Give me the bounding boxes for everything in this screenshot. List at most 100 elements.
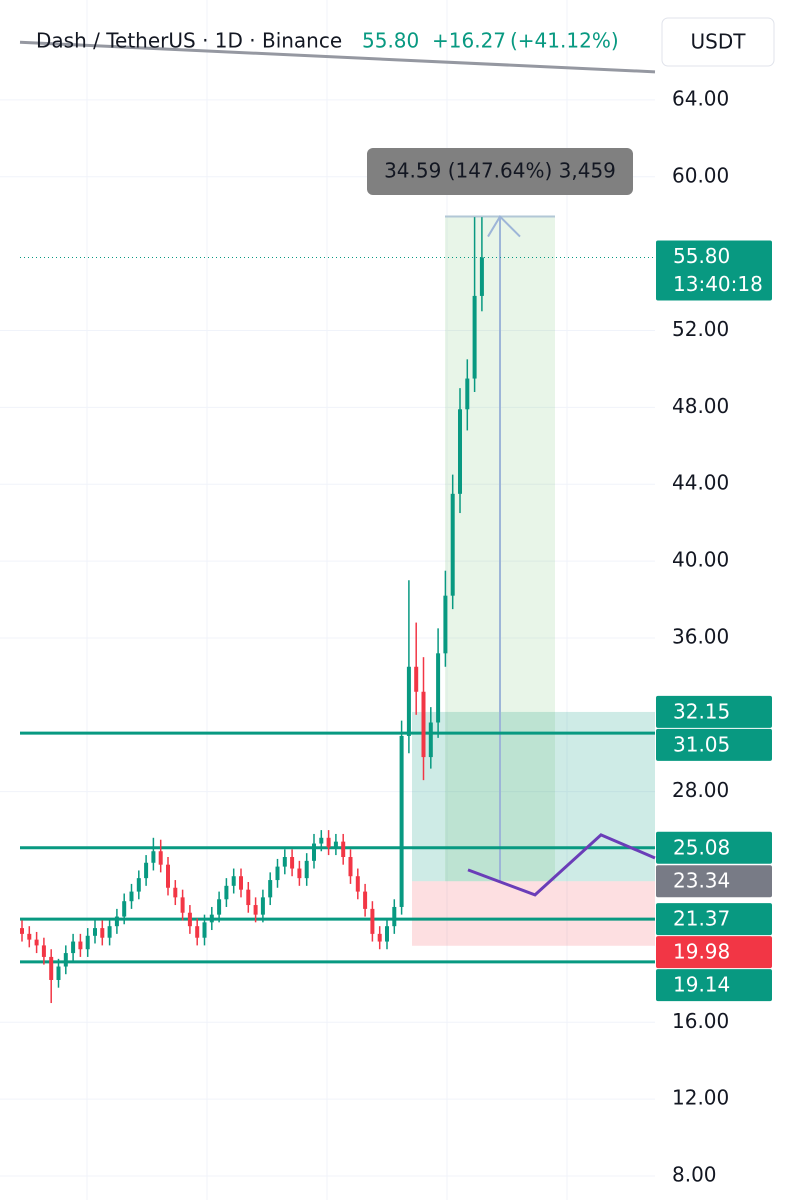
candle-body bbox=[450, 493, 455, 596]
candle-body bbox=[195, 926, 200, 938]
candle-body bbox=[93, 928, 97, 936]
candle-body bbox=[246, 889, 251, 906]
candle-body bbox=[443, 595, 448, 654]
price-tag bbox=[656, 728, 772, 761]
candle-body bbox=[209, 914, 214, 923]
candle-body bbox=[100, 928, 105, 938]
candle-body bbox=[355, 876, 360, 892]
candle-body bbox=[202, 922, 207, 938]
candle-body bbox=[421, 691, 426, 758]
y-tick-label: 52.00 bbox=[672, 317, 729, 341]
target-zone bbox=[412, 711, 655, 882]
currency-label[interactable]: USDT bbox=[691, 30, 747, 54]
candle-body bbox=[144, 862, 149, 879]
candle-body bbox=[239, 876, 243, 890]
price-tag bbox=[656, 831, 772, 864]
candle-body bbox=[348, 857, 353, 877]
candle-body bbox=[253, 905, 258, 915]
currency-button[interactable] bbox=[661, 17, 775, 67]
candle-body bbox=[173, 887, 178, 898]
y-tick-label: 48.00 bbox=[672, 394, 729, 418]
price-tag bbox=[656, 936, 772, 969]
candle-body bbox=[136, 878, 141, 892]
header-price: 55.80 bbox=[362, 29, 419, 53]
projection-line bbox=[467, 833, 656, 897]
candle-body bbox=[260, 897, 265, 915]
candle-body bbox=[385, 926, 389, 942]
candle-body bbox=[370, 908, 375, 934]
price-tag bbox=[656, 903, 772, 936]
candle-body bbox=[414, 666, 419, 692]
candle-body bbox=[304, 860, 309, 879]
y-tick-label: 64.00 bbox=[672, 86, 729, 110]
y-tick-label: 28.00 bbox=[672, 778, 729, 802]
price-tag-label: 25.08 bbox=[673, 835, 730, 859]
candle-body bbox=[282, 857, 287, 867]
price-tag-label: 31.05 bbox=[673, 732, 730, 756]
candle-body bbox=[129, 891, 134, 902]
candle-body bbox=[333, 841, 338, 848]
candle-body bbox=[428, 722, 433, 758]
trendline bbox=[19, 40, 656, 74]
candle-body bbox=[406, 666, 411, 736]
candle-body bbox=[224, 885, 229, 900]
candle-body bbox=[151, 851, 156, 863]
candle-body bbox=[107, 926, 112, 938]
measure-label-box bbox=[367, 148, 633, 195]
candle-body bbox=[166, 864, 170, 888]
measure-label: 34.59 (147.64%) 3,459 bbox=[384, 159, 616, 183]
candle-body bbox=[158, 851, 163, 865]
candle-body bbox=[377, 933, 382, 942]
price-tag-label: 23.34 bbox=[673, 869, 730, 893]
price-tag-label: 19.98 bbox=[673, 940, 730, 964]
y-tick-label: 44.00 bbox=[672, 471, 729, 495]
y-tick-label: 40.00 bbox=[672, 548, 729, 572]
y-tick-label: 8.00 bbox=[672, 1162, 717, 1186]
candle-body bbox=[49, 956, 54, 980]
candle-body bbox=[85, 935, 90, 950]
candle-body bbox=[63, 953, 68, 967]
y-tick-label: 12.00 bbox=[672, 1086, 729, 1110]
candle-body bbox=[275, 866, 280, 881]
candle-body bbox=[180, 897, 185, 913]
symbol-title: Dash / TetherUS · 1D · Binance bbox=[36, 29, 342, 53]
stop-zone bbox=[412, 881, 655, 946]
header-change: +16.27 bbox=[432, 29, 506, 53]
candle-body bbox=[187, 912, 192, 927]
price-tag bbox=[656, 865, 772, 898]
candle-body bbox=[465, 378, 470, 410]
candle-body bbox=[268, 880, 273, 898]
current-price-label: 55.80 bbox=[673, 244, 730, 268]
candle-body bbox=[363, 891, 368, 909]
y-tick-label: 16.00 bbox=[672, 1009, 729, 1033]
candle-body bbox=[479, 257, 484, 296]
candle-body bbox=[341, 841, 346, 858]
candle-body bbox=[399, 735, 404, 907]
candle-body bbox=[319, 837, 324, 844]
measure-arrowhead bbox=[487, 214, 521, 238]
candle-body bbox=[290, 857, 295, 869]
candle-body bbox=[20, 928, 24, 934]
candle-body bbox=[41, 945, 46, 957]
candle-body bbox=[217, 899, 222, 915]
candle-body bbox=[71, 941, 76, 954]
candle-body bbox=[56, 966, 61, 980]
candle-body bbox=[458, 409, 462, 494]
current-price-tag bbox=[656, 240, 772, 301]
candle-body bbox=[122, 901, 127, 917]
candle-body bbox=[78, 941, 83, 950]
price-tag bbox=[656, 695, 772, 728]
countdown-label: 13:40:18 bbox=[673, 272, 763, 296]
price-tag-label: 32.15 bbox=[673, 699, 730, 723]
candle-body bbox=[312, 843, 316, 861]
candle-body bbox=[114, 916, 119, 927]
price-tag bbox=[656, 969, 772, 1002]
y-tick-label: 36.00 bbox=[672, 624, 729, 648]
price-tag-label: 21.37 bbox=[673, 907, 730, 931]
candle-body bbox=[27, 933, 32, 940]
candle-body bbox=[436, 653, 441, 723]
y-tick-label: 60.00 bbox=[672, 163, 729, 187]
price-tag-label: 19.14 bbox=[673, 973, 730, 997]
candle-body bbox=[326, 837, 331, 848]
